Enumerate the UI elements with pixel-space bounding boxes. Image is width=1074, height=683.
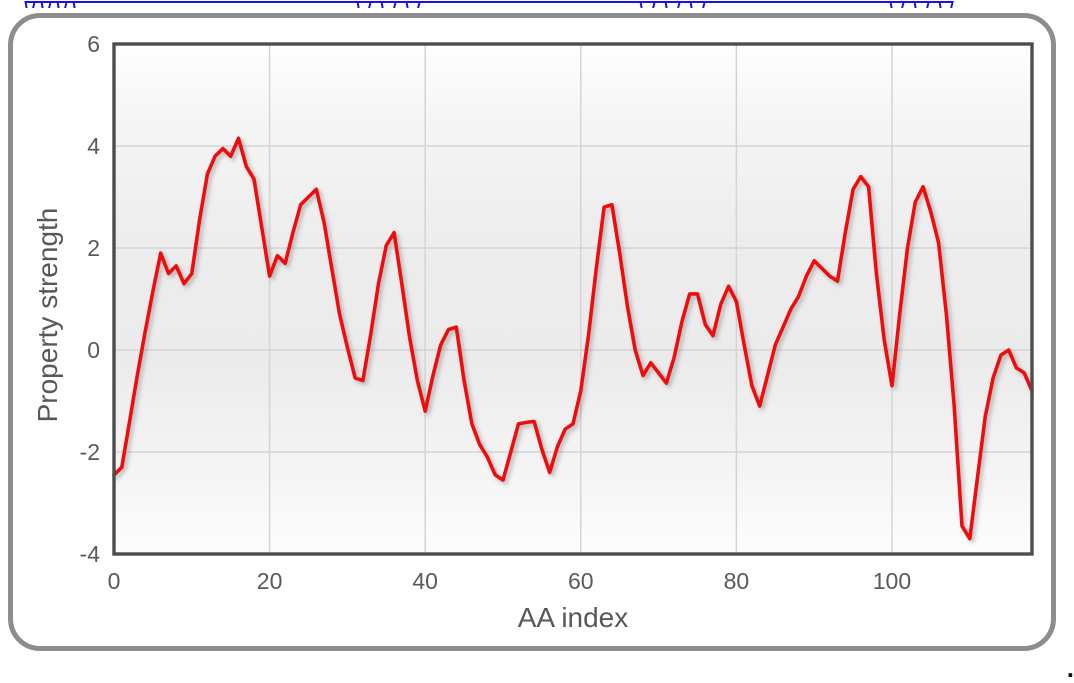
series-group (112, 136, 1034, 541)
clipped-link-text-row[interactable] (0, 0, 1074, 9)
property-strength-line (112, 136, 1034, 541)
y-axis-title: Property strength (32, 208, 63, 423)
link-text-fragment[interactable] (356, 1, 421, 9)
plot-frame (112, 42, 1034, 556)
link-text-fragment[interactable] (24, 1, 76, 9)
x-axis-title: AA index (518, 602, 629, 633)
y-tick-label: -2 (80, 439, 100, 465)
x-tick-label: 80 (724, 568, 750, 594)
y-tick-label: 2 (87, 235, 100, 261)
link-text-fragment[interactable] (639, 1, 706, 9)
clipped-period-text: . (1066, 653, 1074, 683)
plot-area (114, 44, 1032, 554)
y-tick-label: 4 (87, 133, 100, 159)
y-tick-label: -4 (80, 541, 101, 567)
link-underline (25, 1, 953, 3)
link-text-fragment[interactable] (889, 1, 954, 9)
x-tick-label: 20 (257, 568, 283, 594)
y-tick-label: 0 (87, 337, 100, 363)
x-tick-label: 100 (873, 568, 911, 594)
x-tick-label: 40 (412, 568, 438, 594)
y-tick-label: 6 (87, 31, 100, 57)
x-tick-label: 60 (568, 568, 594, 594)
x-tick-label: 0 (108, 568, 121, 594)
